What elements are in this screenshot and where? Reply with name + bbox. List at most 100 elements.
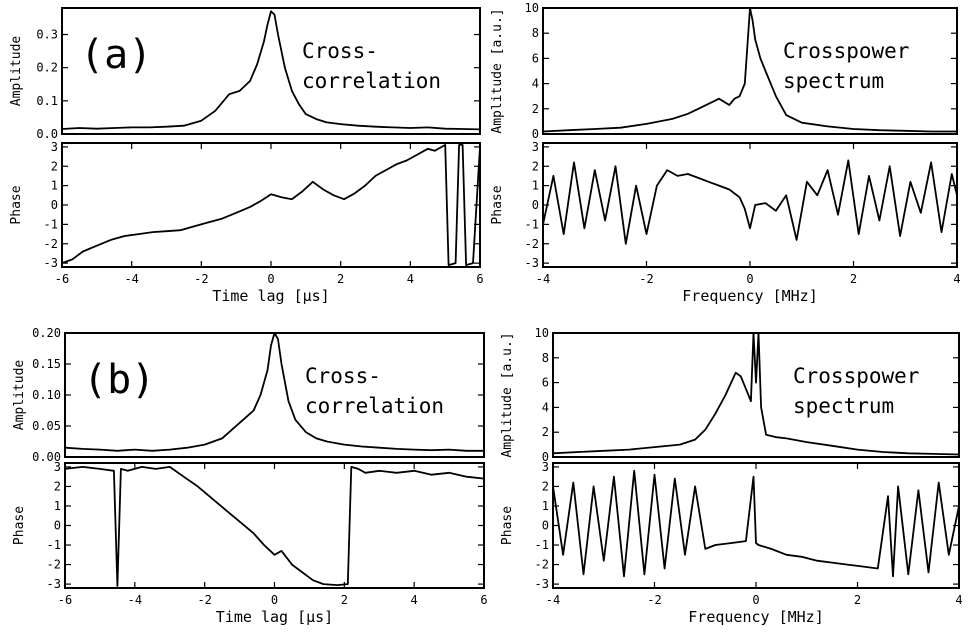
a-left-top-annotation-line: Cross-	[302, 39, 378, 63]
a-right-top-ytick-label: 2	[532, 102, 539, 116]
b-right-bottom-xtick-label: -2	[647, 593, 661, 607]
b-left-bottom-ytick-label: 0	[54, 519, 61, 533]
a-right-top-frame	[542, 7, 958, 135]
b-right-bottom-xtick-label: -4	[546, 593, 560, 607]
a-right-bottom-xtick-label: 4	[953, 272, 960, 286]
a-right-top-annotation-line: Crosspower	[783, 39, 909, 63]
a-left-bottom-xtick-label: 4	[407, 272, 414, 286]
a-right-bottom-xtick-label: -2	[639, 272, 653, 286]
b-right-bottom-ylabel: Phase	[500, 506, 515, 545]
a-left-bottom-ytick-label: 2	[51, 159, 58, 173]
a-left-bottom-ytick-label: 3	[51, 140, 58, 154]
b-left-top-panel-label: (b)	[83, 357, 155, 403]
b-left-top-ytick-label: 0.05	[32, 419, 61, 433]
a-left-bottom-ylabel: Phase	[9, 185, 24, 224]
a-right-bottom-ytick-label: 3	[532, 140, 539, 154]
b-right-bottom-xtick-label: 0	[752, 593, 759, 607]
b-left-top-ytick-label: 0.10	[32, 388, 61, 402]
a-right-top-annotation-line: spectrum	[783, 69, 884, 93]
b-left-top-series-line	[64, 332, 484, 452]
b-left-top-ytick-label: 0.20	[32, 326, 61, 340]
b-left-bottom-ytick-label: 1	[54, 499, 61, 513]
b-right-bottom-ytick-label: 1	[542, 499, 549, 513]
a-left-top-panel-label: (a)	[80, 32, 152, 78]
b-right-bottom-xlabel: Frequency [MHz]	[688, 608, 823, 626]
a-left-bottom-frame	[61, 142, 481, 268]
a-right-bottom-ytick-label: -1	[525, 217, 539, 231]
a-left-bottom-ytick-label: -2	[44, 237, 58, 251]
b-left-bottom-frame	[64, 462, 485, 589]
b-left-bottom-xtick-label: 0	[271, 593, 278, 607]
b-right-top-ytick-label: 10	[535, 326, 549, 340]
a-right-top-ytick-label: 0	[532, 127, 539, 141]
b-left-bottom-ytick-label: -3	[47, 577, 61, 591]
a-right-bottom-ytick-label: -3	[525, 256, 539, 270]
b-left-bottom-ylabel: Phase	[12, 506, 27, 545]
b-left-bottom-xtick-label: 6	[480, 593, 487, 607]
b-left-top-ylabel: Amplitude	[12, 360, 27, 431]
b-right-bottom-series-line	[552, 469, 960, 578]
b-right-top-ylabel: Amplitude [a.u.]	[500, 332, 515, 457]
b-right-bottom-ytick-label: -1	[535, 538, 549, 552]
b-right-bottom-xtick-label: 2	[854, 593, 861, 607]
b-right-top-series-line	[552, 332, 960, 456]
a-right-bottom-ytick-label: 2	[532, 159, 539, 173]
b-right-bottom-ytick-label: -3	[535, 577, 549, 591]
b-right-bottom-ytick-label: -2	[535, 558, 549, 572]
b-left-bottom-ytick-label: -1	[47, 538, 61, 552]
a-left-top-ylabel: Amplitude	[9, 36, 24, 107]
b-left-bottom-ytick-label: 3	[54, 460, 61, 474]
a-left-bottom-xtick-label: 0	[267, 272, 274, 286]
a-right-top-ylabel: Amplitude [a.u.]	[490, 8, 505, 133]
a-right-bottom-xtick-label: 0	[746, 272, 753, 286]
b-right-top-frame	[552, 332, 960, 458]
a-right-bottom-xtick-label: -4	[536, 272, 550, 286]
a-left-bottom-xtick-label: -2	[194, 272, 208, 286]
b-left-top-annotation-line: Cross-	[305, 364, 381, 388]
b-left-bottom-xtick-label: 2	[341, 593, 348, 607]
a-left-top-ytick-label: 0.2	[36, 61, 58, 75]
b-right-top-ytick-label: 6	[542, 376, 549, 390]
a-right-top-ytick-label: 4	[532, 77, 539, 91]
b-right-bottom-ytick-label: 0	[542, 519, 549, 533]
a-right-top-ytick-label: 8	[532, 26, 539, 40]
b-left-bottom-xtick-label: -6	[58, 593, 72, 607]
a-right-bottom-ylabel: Phase	[490, 185, 505, 224]
a-right-top-ytick-label: 10	[525, 1, 539, 15]
b-left-bottom-ytick-label: -2	[47, 558, 61, 572]
a-left-top-ytick-label: 0.3	[36, 28, 58, 42]
b-right-top-ytick-label: 8	[542, 351, 549, 365]
b-right-top-ytick-label: 4	[542, 400, 549, 414]
a-left-bottom-xtick-label: -4	[124, 272, 138, 286]
a-left-top-ytick-label: 0.0	[36, 127, 58, 141]
b-left-bottom-xtick-label: -4	[128, 593, 142, 607]
b-left-bottom-series-line	[64, 465, 485, 587]
b-right-top-annotation-line: Crosspower	[793, 364, 919, 388]
b-right-top-ytick-label: 2	[542, 425, 549, 439]
a-right-top-ytick-label: 6	[532, 51, 539, 65]
a-left-bottom-ytick-label: -1	[44, 217, 58, 231]
a-left-bottom-xtick-label: 6	[476, 272, 483, 286]
b-right-bottom-xtick-label: 4	[955, 593, 962, 607]
a-right-top-series-line	[542, 7, 957, 133]
a-left-top-series-line	[61, 10, 481, 131]
a-left-top-ytick-label: 0.1	[36, 94, 58, 108]
b-left-bottom-xtick-label: -2	[197, 593, 211, 607]
b-right-top-annotation-line: spectrum	[793, 394, 894, 418]
a-left-bottom-ytick-label: -3	[44, 256, 58, 270]
a-left-top-frame	[61, 7, 481, 135]
a-left-bottom-xlabel: Time lag [µs]	[212, 287, 329, 305]
b-left-bottom-ytick-label: 2	[54, 479, 61, 493]
a-left-bottom-xtick-label: -6	[55, 272, 69, 286]
a-left-bottom-ytick-label: 1	[51, 179, 58, 193]
a-right-bottom-ytick-label: 1	[532, 179, 539, 193]
b-left-top-annotation-line: correlation	[305, 394, 444, 418]
a-right-bottom-xtick-label: 2	[850, 272, 857, 286]
b-right-top-ytick-label: 0	[542, 450, 549, 464]
a-left-bottom-xtick-label: 2	[337, 272, 344, 286]
b-left-top-ytick-label: 0.00	[32, 450, 61, 464]
b-right-bottom-ytick-label: 2	[542, 479, 549, 493]
a-left-bottom-ytick-label: 0	[51, 198, 58, 212]
a-right-bottom-ytick-label: 0	[532, 198, 539, 212]
